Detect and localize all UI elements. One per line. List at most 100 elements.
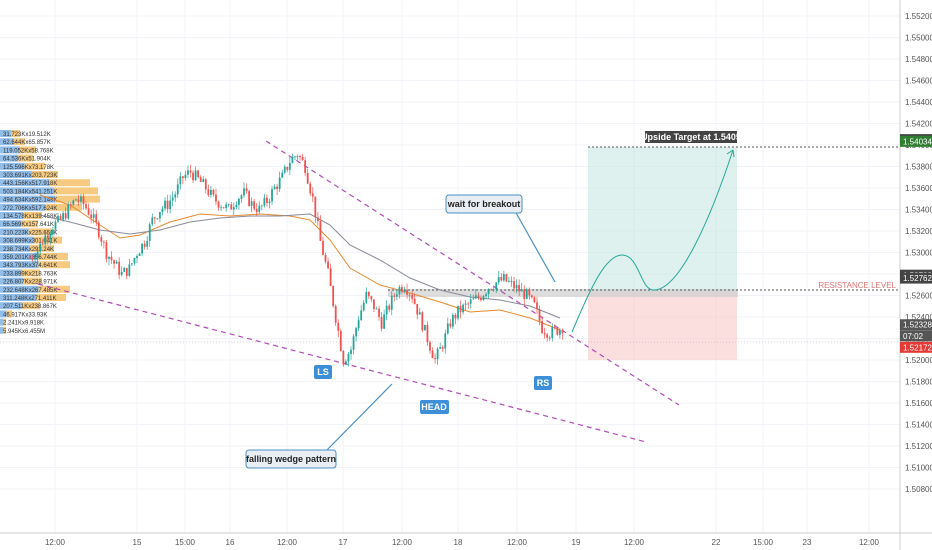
candle-body <box>92 214 95 218</box>
volume-profile-bar-sell <box>28 228 52 236</box>
candle-body <box>141 243 143 254</box>
candle-body <box>370 296 373 300</box>
candle-body <box>169 200 172 210</box>
upside-target-label[interactable]: Upside Target at 1.5405 <box>641 132 741 142</box>
rs-tag[interactable]: RS <box>534 376 552 390</box>
volume-profile-bar-sell <box>38 285 70 293</box>
candle-body <box>49 234 52 239</box>
volume-profile-bar-buy <box>0 294 37 301</box>
candle-body <box>334 305 337 323</box>
candle-body <box>373 299 375 310</box>
time-axis[interactable]: 12:00 15 15:00 16 12:00 17 12:00 18 12:00 19 12:00… <box>45 538 880 547</box>
time-tick-label: 12:00 <box>392 538 413 547</box>
candle-body <box>67 204 70 219</box>
volume-profile-label: 210.223Kx225.651K <box>3 230 57 236</box>
wedge-lower-trendline[interactable] <box>37 283 647 443</box>
price-tick-label: 1.55200 <box>905 12 932 21</box>
candle-body <box>449 323 452 327</box>
volume-profile-label: 5.945Kx6.455M <box>3 329 45 335</box>
candle-body <box>217 201 220 208</box>
price-tick-label: 1.53400 <box>905 206 932 215</box>
candle-body <box>46 235 49 239</box>
candle-body <box>474 295 477 299</box>
candle-body <box>133 258 136 264</box>
candle-body <box>138 253 141 256</box>
time-tick-label: 15:00 <box>753 538 774 547</box>
candle-body <box>146 240 149 247</box>
falling-wedge-callout[interactable]: falling wedge pattern <box>245 383 393 469</box>
candle-body <box>179 176 182 185</box>
volume-profile-bar-sell <box>23 212 42 219</box>
candle-body <box>304 160 307 173</box>
candle-body <box>487 288 490 295</box>
candle-body <box>153 217 156 219</box>
candle-body <box>467 303 470 305</box>
time-tick-label: 12:00 <box>859 538 880 547</box>
price-tick-label: 1.51600 <box>905 399 932 408</box>
candle-body <box>44 235 47 245</box>
candle-body <box>151 217 154 225</box>
candle-body <box>510 281 513 282</box>
candle-body <box>166 200 169 210</box>
volume-profile-bar-sell <box>22 269 40 277</box>
wedge-upper-trendline[interactable] <box>265 140 680 406</box>
candle-body <box>327 261 329 269</box>
candle-body <box>352 336 355 350</box>
candle-body <box>34 258 36 260</box>
candle-body <box>350 349 352 354</box>
volume-profile-bar-sell <box>6 310 12 318</box>
candle-body <box>431 350 434 359</box>
candle-body <box>238 198 240 205</box>
volume-profile-bar-buy <box>0 253 38 260</box>
candle-body <box>85 204 87 209</box>
candle-body <box>100 237 103 242</box>
falling-wedge-box <box>245 449 337 469</box>
ls-tag[interactable]: LS <box>314 365 332 379</box>
candle-body <box>497 277 500 283</box>
volume-profile-bar-sell <box>11 130 20 137</box>
candle-body <box>148 224 151 241</box>
price-axis[interactable]: 1.55200 1.55000 1.54800 1.54600 1.54400 1.542… <box>905 12 932 494</box>
candle-body <box>108 256 110 259</box>
candlestick-series <box>29 153 564 367</box>
candle-body <box>115 261 118 264</box>
price-tick-label: 1.51800 <box>905 378 932 387</box>
candle-body <box>187 170 189 175</box>
candle-body <box>469 299 472 304</box>
volume-profile-label: 46.917Kx33.93K <box>3 312 47 318</box>
candle-body <box>541 320 543 333</box>
candle-body <box>319 221 322 241</box>
head-tag[interactable]: HEAD <box>420 400 449 414</box>
candle-body <box>110 256 113 261</box>
volume-profile-bar-buy <box>0 187 54 195</box>
volume-profile-bar-buy <box>0 244 30 252</box>
volume-profile-bar-sell <box>53 187 98 195</box>
time-tick-label: 23 <box>803 538 812 547</box>
volume-profile-bar-buy <box>0 138 14 146</box>
volume-profile-label: 233.899Kx218.763K <box>3 271 57 277</box>
candle-body <box>273 186 276 190</box>
volume-profile-bar-buy <box>0 195 55 203</box>
volume-profile-bar-buy <box>0 146 20 154</box>
price-tick-label: 1.55000 <box>905 34 932 43</box>
candle-body <box>128 264 131 276</box>
volume-profile-bar-buy <box>0 277 24 285</box>
candle-body <box>418 312 421 315</box>
candle-body <box>197 170 200 178</box>
candle-body <box>528 289 531 296</box>
candle-body <box>192 172 194 181</box>
wait-for-breakout-callout[interactable]: wait for breakout <box>445 194 556 283</box>
candle-body <box>57 215 59 222</box>
volume-profile-bar-buy <box>0 179 50 187</box>
candle-body <box>120 271 123 275</box>
candle-body <box>296 156 299 157</box>
resistance-level-label[interactable]: RESISTANCE LEVEL <box>818 281 896 290</box>
price-tick-label: 1.54800 <box>905 55 932 64</box>
volume-profile-bar-buy <box>0 269 22 277</box>
price-tick-label: 1.53000 <box>905 249 932 258</box>
candle-body <box>508 281 510 282</box>
candle-body <box>444 333 447 349</box>
price-tag-label: 1.52328 <box>903 321 932 330</box>
volume-profile-label: 238.734Kx293.24K <box>3 247 54 253</box>
